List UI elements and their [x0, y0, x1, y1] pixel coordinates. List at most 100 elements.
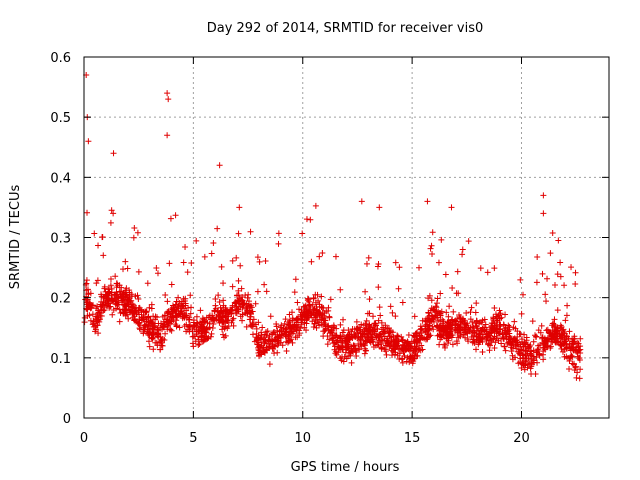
axis-ticks: 0 0.1 0.2 0.3 0.4 0.5 0.6 0 5 10 15 20 — [50, 51, 609, 446]
data-point — [189, 340, 196, 347]
data-point — [157, 324, 164, 331]
data-point — [570, 361, 577, 368]
data-point — [120, 266, 127, 273]
data-point — [216, 162, 223, 169]
data-point — [196, 327, 203, 334]
data-point — [303, 317, 310, 324]
data-point — [493, 325, 500, 332]
data-point — [366, 329, 373, 336]
data-point — [530, 338, 537, 345]
data-point — [107, 276, 114, 283]
data-point — [330, 324, 337, 331]
data-point — [180, 259, 187, 266]
data-point — [108, 207, 115, 214]
data-point — [496, 307, 503, 314]
data-point — [132, 304, 139, 311]
data-point — [286, 317, 293, 324]
data-point — [486, 324, 493, 331]
data-point — [534, 254, 541, 261]
data-point — [492, 339, 499, 346]
data-point — [135, 320, 142, 327]
data-point — [313, 307, 320, 314]
data-point — [358, 321, 365, 328]
data-point — [418, 329, 425, 336]
data-point — [413, 353, 420, 360]
data-point — [277, 339, 284, 346]
data-point — [337, 332, 344, 339]
data-point — [214, 225, 221, 232]
data-point — [577, 349, 584, 356]
data-point — [229, 317, 236, 324]
data-point — [561, 330, 568, 337]
data-point — [183, 312, 190, 319]
data-point — [506, 336, 513, 343]
data-point — [95, 242, 102, 249]
data-point — [539, 270, 546, 277]
data-point — [427, 245, 434, 252]
data-point — [459, 251, 466, 258]
data-point — [344, 345, 351, 352]
data-point — [235, 230, 242, 237]
data-point — [209, 324, 216, 331]
data-point — [485, 330, 492, 337]
data-point — [285, 337, 292, 344]
data-point — [110, 210, 117, 217]
data-point — [94, 303, 101, 310]
data-point — [429, 323, 436, 330]
data-point — [267, 313, 274, 320]
data-point — [256, 258, 263, 265]
data-point — [467, 316, 474, 323]
data-point — [392, 259, 399, 266]
data-point — [165, 96, 172, 103]
data-point — [541, 344, 548, 351]
y-tick-label: 0.3 — [50, 232, 71, 247]
data-point — [150, 329, 157, 336]
data-point — [166, 260, 173, 267]
data-point — [282, 331, 289, 338]
data-point — [238, 285, 245, 292]
data-point — [456, 311, 462, 318]
data-point — [332, 253, 339, 260]
data-point — [521, 366, 528, 373]
data-point — [177, 308, 184, 315]
data-point — [396, 264, 403, 271]
data-point — [139, 314, 146, 321]
data-point — [94, 277, 101, 284]
data-point — [130, 311, 137, 318]
data-point — [318, 311, 325, 318]
data-point — [190, 319, 197, 326]
data-point — [383, 351, 390, 358]
x-tick-label: 0 — [80, 431, 88, 446]
data-point — [375, 333, 382, 340]
data-point — [510, 341, 517, 348]
data-point — [148, 301, 155, 308]
data-point — [266, 361, 273, 368]
data-point — [506, 323, 513, 330]
data-point — [209, 317, 216, 324]
data-point — [345, 344, 352, 351]
data-point — [473, 300, 480, 307]
data-point — [495, 311, 502, 318]
data-point — [264, 328, 271, 335]
data-point — [158, 342, 165, 349]
data-point — [235, 287, 242, 294]
data-point — [552, 338, 559, 345]
data-point — [92, 328, 99, 335]
data-point — [176, 324, 183, 331]
data-point — [401, 352, 408, 359]
data-point — [240, 302, 247, 309]
data-point — [107, 282, 114, 289]
data-point — [561, 340, 568, 347]
data-point — [193, 237, 200, 244]
data-point — [491, 305, 498, 312]
data-point — [404, 354, 411, 361]
data-point — [577, 335, 584, 342]
data-point — [418, 325, 425, 332]
data-point — [432, 309, 439, 316]
data-point — [175, 302, 182, 309]
data-point — [244, 294, 251, 301]
data-point — [247, 313, 254, 320]
data-point — [461, 317, 468, 324]
data-point — [494, 334, 501, 341]
data-point — [317, 310, 324, 317]
